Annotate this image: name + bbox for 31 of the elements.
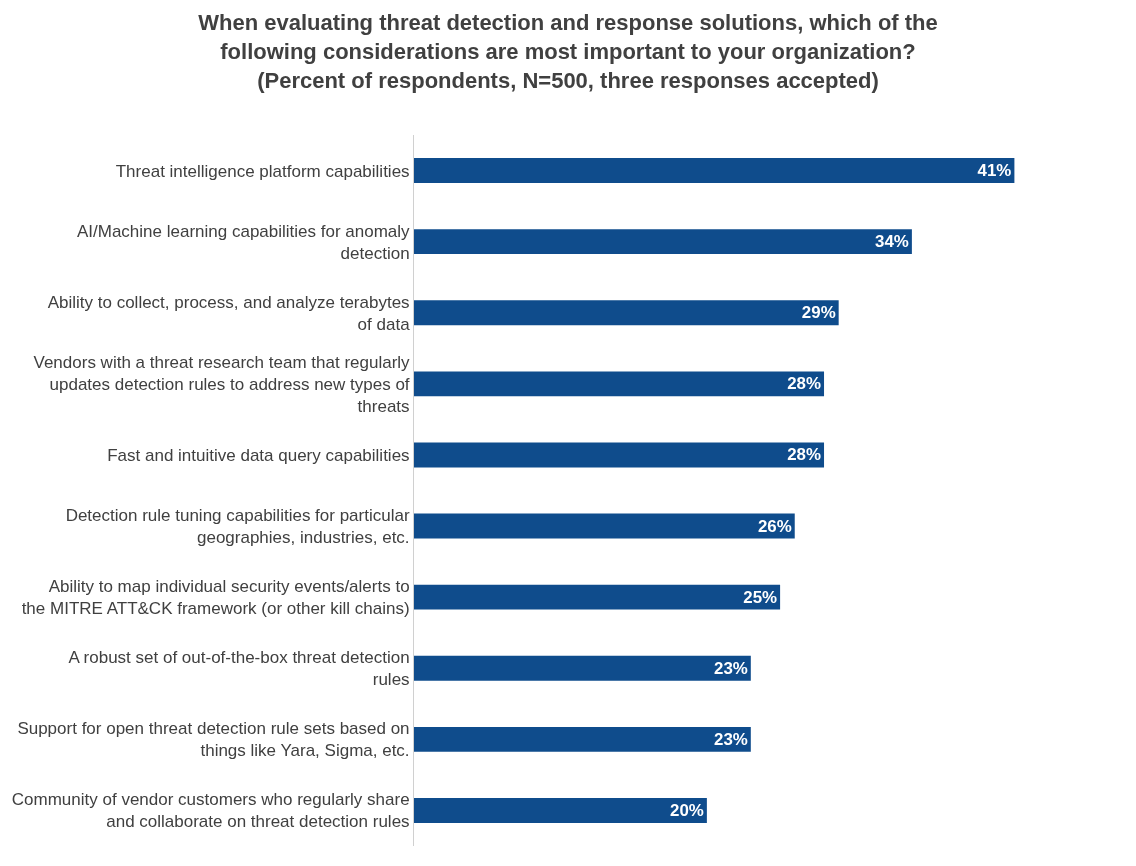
data-label: 28%	[787, 374, 822, 394]
y-tick-label: Threat intelligence platform capabilities	[115, 161, 410, 181]
data-label: 28%	[787, 445, 822, 465]
data-label: 26%	[757, 516, 792, 536]
data-label: 23%	[714, 729, 748, 749]
y-tick-label: Vendors with a threat research team that regularly updates detection rules to address new types of threats	[33, 352, 411, 416]
y-tick-label: Support for open threat detection rule sets based on things like Yara, Sigma, etc.	[17, 719, 410, 761]
y-tick-label: Detection rule tuning capabilities for particular geographies, industries, etc.	[65, 505, 410, 548]
bar	[414, 442, 825, 468]
y-tick-label: Ability to map individual security events/alerts to the MITRE ATT&CK framework (or other kill chains)	[21, 577, 410, 619]
bar	[414, 513, 795, 539]
data-label: 34%	[875, 232, 909, 252]
bar	[414, 158, 1015, 183]
data-label: 23%	[714, 658, 748, 678]
bar	[414, 229, 912, 255]
data-label: 20%	[670, 800, 704, 820]
chart-title: When evaluating threat detection and response solutions, which of the following considerations are most important to your organization? (Percent of respondents, N=500, three responses accepted)	[198, 10, 938, 93]
y-tick-label: Community of vendor customers who regularly share and collaborate on threat detection rules	[11, 790, 410, 832]
y-tick-label: A robust set of out-of-the-box threat detection rules	[68, 648, 410, 690]
bar	[414, 300, 839, 326]
bar	[414, 726, 751, 752]
bar	[414, 371, 825, 397]
bar	[414, 798, 707, 823]
bar	[414, 584, 781, 610]
y-tick-label: AI/Machine learning capabilities for anomaly detection	[76, 221, 411, 263]
data-label: 29%	[801, 303, 836, 323]
y-tick-label: Fast and intuitive data query capabilities	[107, 445, 410, 465]
data-label: 41%	[977, 161, 1012, 181]
data-label: 25%	[743, 587, 778, 607]
bar	[414, 655, 751, 681]
y-tick-label: Ability to collect, process, and analyze terabytes of data	[47, 292, 411, 334]
